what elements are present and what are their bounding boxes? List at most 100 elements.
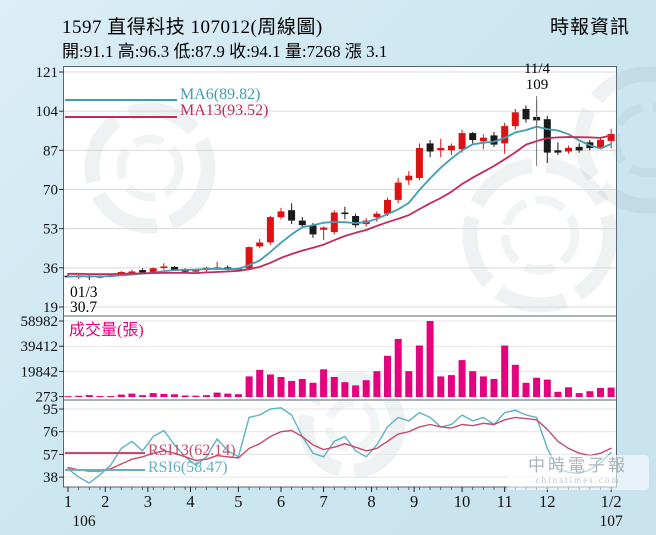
ma6-legend-label: MA6(89.82) [180, 86, 261, 103]
candle-body [256, 242, 264, 247]
candle-body [437, 148, 445, 151]
candle-body [245, 247, 253, 269]
candle-body [298, 220, 306, 226]
volume-bar [575, 393, 583, 397]
volume-bar [373, 371, 381, 397]
volume-bar [447, 375, 455, 397]
candle-body [181, 270, 189, 272]
ma6-line [67, 125, 612, 278]
background-logo-ring [324, 397, 380, 453]
volume-bar [352, 385, 360, 397]
month-axis-label: 11 [497, 492, 513, 511]
volume-bar [501, 345, 509, 397]
volume-bar [341, 382, 349, 397]
volume-bar [128, 393, 136, 397]
candle-body [426, 143, 434, 152]
candle-body [415, 148, 423, 178]
volume-bar [96, 396, 104, 397]
month-axis-label: 5 [234, 492, 242, 511]
volume-bar [394, 339, 402, 397]
candle-body [394, 182, 402, 200]
candle-body [149, 268, 157, 273]
volume-bar [554, 391, 562, 397]
peak-price-annotation: 109 [525, 77, 549, 93]
volume-bar [298, 379, 306, 397]
volume-bar [533, 377, 541, 397]
candle-body [511, 112, 519, 127]
candle-body [171, 266, 178, 271]
ma13-legend-line [65, 116, 177, 118]
volume-bar [85, 395, 93, 397]
page-title: 1597 直得科技 107012(周線圖) [62, 17, 323, 38]
month-axis-label: 10 [454, 492, 471, 511]
month-axis-label: 4 [186, 492, 194, 511]
source-label: 時報資訊 [549, 17, 630, 38]
month-axis-label: 8 [367, 492, 375, 511]
candle-body [288, 210, 296, 221]
volume-bar [256, 369, 264, 397]
price-axis-label: 70 [43, 182, 58, 198]
volume-bar [213, 392, 221, 397]
volume-bar [181, 395, 189, 397]
background-logo-ring [84, 102, 216, 234]
volume-bar [415, 345, 423, 397]
background-logo-ring [500, 195, 580, 275]
candle-body [501, 126, 509, 144]
quote-info-line: 開:91.1 高:96.3 低:87.9 收:94.1 量:7268 漲 3.1 [62, 42, 388, 61]
watermark-url: chinatimes.com [535, 475, 621, 485]
volume-bar [490, 379, 498, 397]
volume-bar [320, 369, 328, 397]
watermark-text: 中時電子報 [528, 456, 628, 475]
chinatimes-watermark: 中時電子報 chinatimes.com [507, 455, 649, 490]
price-axis-label: 19 [43, 300, 58, 316]
candle-body [373, 213, 381, 218]
volume-bar [384, 355, 391, 397]
background-logo-ring [462, 157, 618, 313]
candle-body [128, 271, 136, 274]
volume-axis-label: 58982 [21, 314, 59, 330]
volume-axis-label: 39412 [21, 339, 59, 355]
volume-bar [288, 380, 296, 397]
month-axis-label: 1/2 [601, 492, 622, 511]
candle-body [341, 212, 349, 215]
month-axis-label: 3 [144, 492, 152, 511]
rsi-axis-label: 95 [43, 402, 58, 418]
candle-body [384, 199, 391, 214]
rsi-axis-label: 57 [43, 447, 59, 463]
volume-bar [266, 374, 274, 397]
month-axis-label: 2 [101, 492, 109, 511]
candle-body [522, 108, 530, 120]
candle-body [597, 140, 604, 149]
rsi6-legend-line [65, 469, 145, 471]
candle-body [565, 148, 572, 152]
candle-body [575, 146, 583, 151]
candle-body [469, 133, 477, 140]
month-axis-label: 9 [410, 492, 418, 511]
background-logo-ring [574, 66, 656, 214]
candle-body [543, 119, 551, 153]
ma13-line [67, 134, 612, 276]
candle-body [160, 266, 168, 268]
volume-bar [565, 387, 572, 397]
candle-body [458, 133, 466, 150]
volume-bar [117, 394, 125, 397]
volume-bar [64, 396, 72, 398]
month-axis-label: 7 [319, 492, 327, 511]
candle-body [405, 175, 413, 181]
volume-panel-label: 成交量(張) [69, 322, 144, 339]
volume-axis-label: 19842 [21, 364, 59, 380]
ma6-legend-line [65, 99, 177, 101]
month-axis-label: 12 [539, 492, 556, 511]
volume-axis-label: 273 [36, 390, 59, 406]
price-axis-label: 104 [36, 104, 59, 120]
volume-bar [543, 379, 551, 397]
candle-body [352, 216, 360, 226]
rsi-axis-label: 38 [43, 470, 58, 486]
year-axis-label: 107 [600, 513, 624, 530]
year-axis-label: 106 [72, 513, 96, 530]
ma13-legend-label: MA13(93.52) [180, 102, 269, 119]
main-price-panel [63, 66, 617, 317]
background-logo-ring [116, 134, 184, 202]
volume-bar [107, 396, 115, 398]
